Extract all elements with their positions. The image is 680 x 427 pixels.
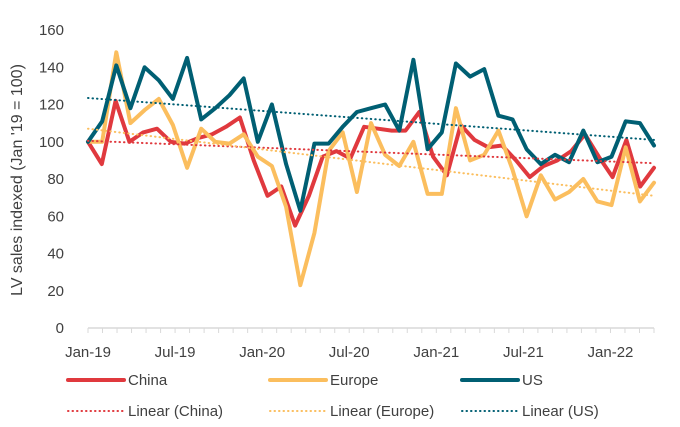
y-tick-label: 80 [47, 171, 64, 188]
x-tick-label: Jan-19 [65, 344, 111, 361]
x-axis-ticks: Jan-19 Jul-19 Jan-20 Jul-20 Jan-21 Jul-21 Jan-… [65, 344, 633, 361]
legend-label-linear-us: Linear (US) [522, 403, 599, 420]
legend-label-linear-europe: Linear (Europe) [330, 403, 434, 420]
y-tick-label: 100 [39, 134, 64, 151]
legend-label-china: China [128, 372, 168, 389]
y-tick-label: 140 [39, 59, 64, 76]
x-tick-label: Jan-21 [413, 344, 459, 361]
y-axis-title: LV sales indexed (Jan '19 = 100) [9, 64, 26, 296]
x-tick-label: Jul-20 [329, 344, 370, 361]
y-tick-label: 160 [39, 22, 64, 39]
legend-label-linear-china: Linear (China) [128, 403, 223, 420]
series-line-europe [86, 50, 656, 288]
series-line-linear-europe [87, 127, 655, 197]
x-tick-label: Jul-19 [155, 344, 196, 361]
y-tick-label: 20 [47, 283, 64, 300]
series-line-linear-us [87, 97, 655, 141]
x-tick-label: Jan-22 [588, 344, 634, 361]
y-tick-label: 60 [47, 208, 64, 225]
y-tick-label: 0 [56, 320, 64, 337]
series-lines [86, 50, 656, 288]
x-axis [87, 327, 655, 333]
x-tick-label: Jan-20 [239, 344, 285, 361]
y-axis-ticks: 0 20 40 60 80 100 120 140 160 [39, 22, 64, 337]
legend-label-europe: Europe [330, 372, 378, 389]
series-line-linear-china [87, 139, 655, 165]
legend-label-us: US [522, 372, 543, 389]
series-line-us [86, 55, 656, 213]
x-tick-label: Jul-21 [503, 344, 544, 361]
y-tick-label: 120 [39, 97, 64, 114]
y-tick-label: 40 [47, 246, 64, 263]
legend: China Europe US Linear (China) Linear (Europ… [66, 372, 599, 420]
